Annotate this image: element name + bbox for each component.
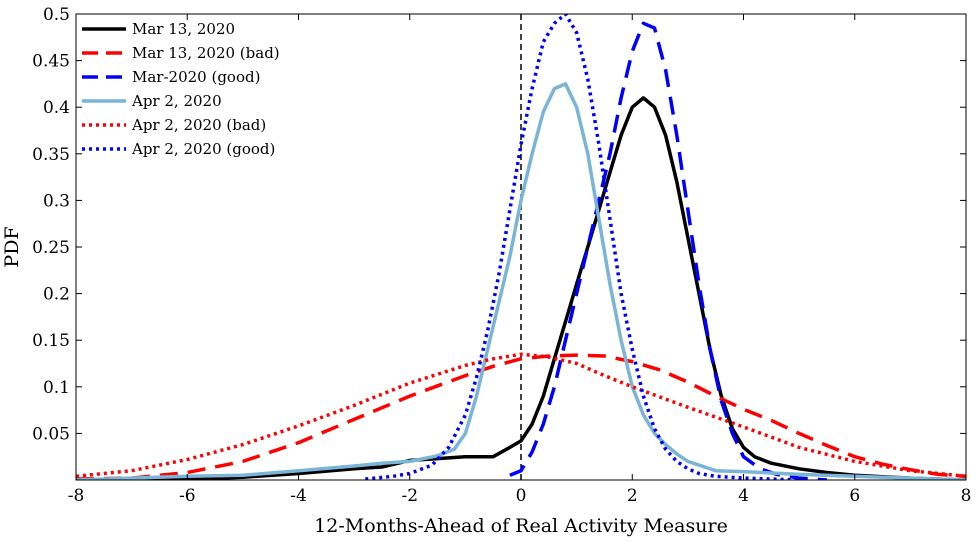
y-tick-label: 0.25 <box>32 238 70 258</box>
y-tick-label: 0.4 <box>43 98 70 118</box>
legend-label-6: Apr 2, 2020 (good) <box>131 140 275 158</box>
x-tick-label: -6 <box>179 486 196 506</box>
axes: -8 -6 -4 -2 0 2 4 6 8 0.05 0.1 0.15 0.2 0.25 0.3 0.35 0.… <box>32 5 971 506</box>
y-tick-label: 0.1 <box>43 378 70 398</box>
x-tick-label: -8 <box>68 486 85 506</box>
legend-label-4: Apr 2, 2020 <box>131 92 222 110</box>
x-tick-label: 0 <box>516 486 527 506</box>
legend-label-3: Mar-2020 (good) <box>132 68 260 86</box>
legend-label-1: Mar 13, 2020 <box>132 20 235 38</box>
series-line-3 <box>509 21 828 480</box>
x-tick-label: -2 <box>401 486 418 506</box>
y-tick-label: 0.05 <box>32 424 70 444</box>
x-tick-label: 8 <box>961 486 972 506</box>
legend-label-5: Apr 2, 2020 (bad) <box>131 116 266 134</box>
plot-area <box>76 14 966 480</box>
y-tick-label: 0.35 <box>32 145 70 165</box>
legend-label-2: Mar 13, 2020 (bad) <box>132 44 280 62</box>
x-tick-label: 4 <box>738 486 749 506</box>
x-tick-label: -4 <box>290 486 307 506</box>
legend: Mar 13, 2020 Mar 13, 2020 (bad) Mar-2020 (… <box>82 20 280 158</box>
y-tick-label: 0.5 <box>43 5 70 25</box>
x-axis-label: 12-Months-Ahead of Real Activity Measure <box>314 515 728 537</box>
y-tick-label: 0.3 <box>43 191 70 211</box>
series-line-5 <box>76 352 966 479</box>
series-line-4 <box>76 82 966 480</box>
y-tick-label: 0.15 <box>32 331 70 351</box>
series-line-6 <box>365 14 800 480</box>
series-line-2 <box>76 353 966 480</box>
y-axis-label: PDF <box>1 226 23 267</box>
x-tick-label: 2 <box>627 486 638 506</box>
y-tick-label: 0.45 <box>32 52 70 72</box>
x-tick-label: 6 <box>849 486 860 506</box>
y-tick-label: 0.2 <box>43 285 70 305</box>
